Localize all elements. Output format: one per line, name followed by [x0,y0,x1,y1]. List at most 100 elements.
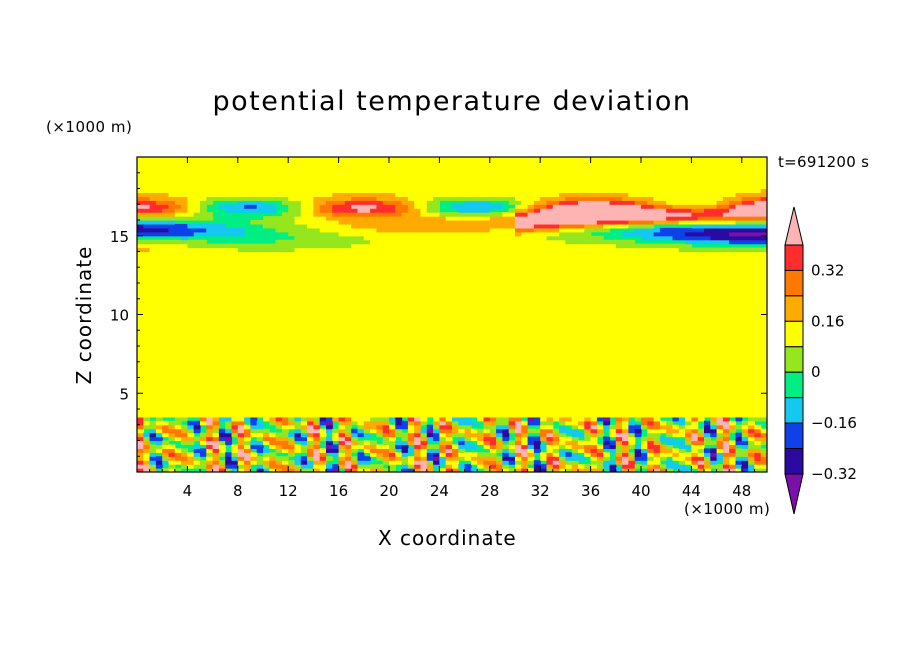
contour-cell [433,208,440,213]
contour-cell [250,192,258,197]
contour-cell [319,428,327,434]
contour-cell [244,160,251,166]
contour-cell [168,365,176,371]
contour-cell [470,377,478,383]
contour-cell [300,204,308,209]
contour-cell [275,286,283,292]
contour-cell [382,389,390,394]
contour-cell [313,373,321,379]
contour-cell [187,357,195,363]
contour-cell [452,397,459,402]
contour-cell [445,385,453,390]
contour-cell [376,168,384,174]
contour-cell [263,251,270,257]
contour-cell [244,338,251,343]
contour-cell [370,239,377,245]
contour-cell [357,468,365,472]
contour-cell [452,353,459,359]
contour-cell [389,192,396,197]
contour-cell [206,381,214,386]
contour-cell [483,452,491,457]
contour-cell [218,346,226,351]
contour-cell [168,456,176,461]
contour-cell [200,314,207,320]
contour-cell [477,204,485,209]
contour-cell [521,188,529,194]
contour-cell [389,357,396,363]
contour-cell [508,314,516,320]
contour-cell [344,164,352,170]
contour-cell [263,381,270,386]
contour-cell [218,275,226,280]
contour-cell [326,357,333,363]
contour-cell [149,294,157,300]
contour-cell [445,373,453,379]
contour-cell [452,188,459,194]
contour-cell [237,444,245,449]
contour-cell [344,393,352,398]
contour-cell [137,448,144,453]
contour-cell [483,290,491,296]
contour-cell [521,231,529,237]
contour-cell [389,184,396,190]
contour-cell [464,286,472,292]
contour-cell [155,172,163,178]
contour-cell [370,212,377,217]
contour-cell [515,416,522,422]
contour-cell [502,369,510,375]
contour-cell [414,263,422,268]
contour-cell [344,271,352,276]
contour-cell [344,184,352,190]
contour-cell [143,369,151,375]
contour-cell [420,346,428,351]
contour-cell [332,330,340,335]
contour-cell [294,220,302,225]
contour-cell [483,314,491,320]
contour-cell [401,330,409,335]
contour-cell [212,338,220,343]
contour-cell [389,318,396,323]
contour-cell [439,460,447,465]
contour-cell [445,251,453,257]
contour-cell [363,208,371,213]
contour-cell [269,369,277,375]
contour-cell [452,338,459,343]
contour-cell [200,196,207,201]
contour-cell [200,409,207,414]
contour-cell [212,468,220,472]
contour-cell [439,401,447,406]
contour-cell [162,456,170,461]
contour-cell [433,247,440,253]
contour-cell [515,385,522,390]
contour-cell [218,393,226,398]
contour-cell [389,416,396,422]
contour-cell [332,231,340,237]
contour-cell [521,322,529,327]
contour-cell [288,243,296,249]
contour-cell [307,160,314,166]
contour-cell [137,326,144,331]
contour-cell [244,314,251,320]
contour-cell [439,259,447,264]
contour-cell [200,322,207,327]
contour-cell [351,405,359,410]
contour-cell [256,468,264,472]
contour-cell [496,468,503,472]
contour-cell [319,330,327,335]
contour-cell [244,326,251,331]
contour-cell [433,255,440,260]
contour-cell [363,334,371,339]
contour-cell [256,200,264,205]
contour-cell [168,412,176,418]
contour-cell [452,255,459,260]
contour-cell [338,444,346,449]
contour-cell [483,286,491,292]
contour-cell [496,243,503,249]
contour-cell [187,346,195,351]
contour-cell [206,184,214,190]
contour-cell [231,164,239,170]
contour-cell [162,157,170,162]
contour-cell [533,286,541,292]
contour-cell [433,357,440,363]
contour-cell [395,452,403,457]
